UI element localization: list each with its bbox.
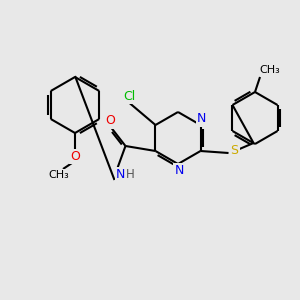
Text: CH₃: CH₃ [260,65,280,75]
Text: O: O [106,115,116,128]
Text: Cl: Cl [123,89,136,103]
Text: O: O [70,149,80,163]
Text: N: N [116,167,125,181]
Text: N: N [174,164,184,176]
Text: N: N [197,112,206,125]
Text: H: H [126,167,135,181]
Text: CH₃: CH₃ [49,170,69,180]
Text: S: S [230,145,238,158]
